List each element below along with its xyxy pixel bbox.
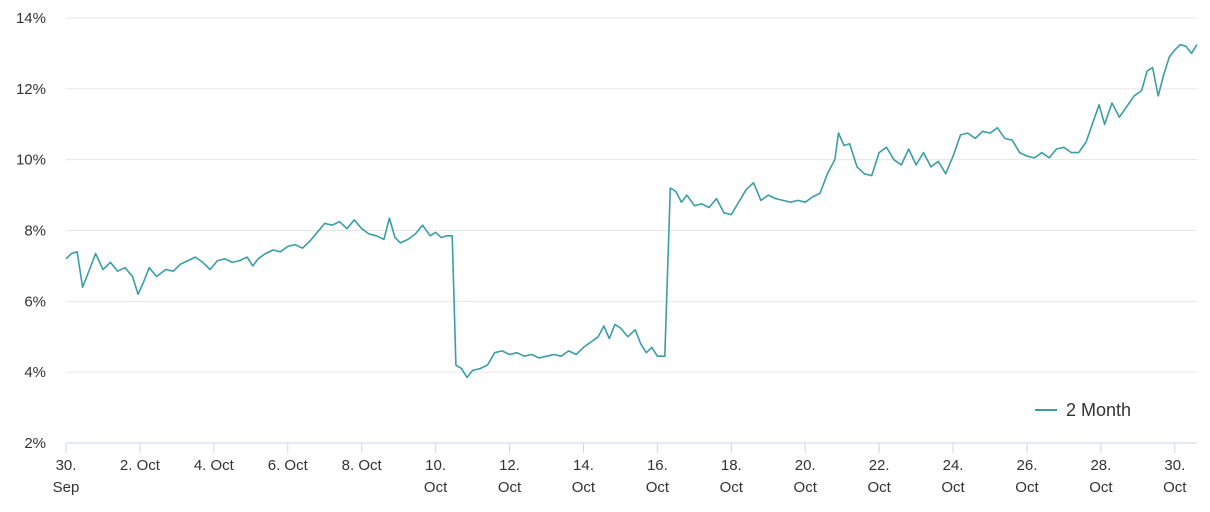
x-tick-label: 28. [1090, 457, 1111, 474]
x-tick-label: 14. [573, 457, 594, 474]
y-axis-labels: 2% 4% 6% 8% 10% 12% 14% [16, 10, 46, 452]
x-tick-label: 2. Oct [120, 457, 161, 474]
grid-lines [66, 17, 1197, 373]
x-tick-label-line2: Oct [794, 479, 818, 496]
x-tick-label-line2: Oct [572, 479, 596, 496]
x-tick-label: 6. Oct [268, 457, 309, 474]
legend-label-2-month: 2 Month [1066, 400, 1131, 420]
x-tick-label: 16. [647, 457, 668, 474]
y-tick-label: 4% [24, 364, 46, 381]
x-tick-label: 30. [1164, 457, 1185, 474]
x-tick-label: 30. [56, 457, 77, 474]
y-tick-label: 8% [24, 223, 46, 240]
x-tick-label: 22. [869, 457, 890, 474]
x-tick-label-line2: Oct [720, 479, 744, 496]
x-tick-label: 20. [795, 457, 816, 474]
x-tick-label-line2: Oct [646, 479, 670, 496]
x-tick-label: 24. [943, 457, 964, 474]
x-tick-label-line2: Sep [53, 479, 80, 496]
x-axis-labels: 30. Sep 2. Oct 4. Oct 6. Oct 8. Oct 10. Oct 12. O… [53, 457, 1188, 496]
x-tick-label: 4. Oct [194, 457, 235, 474]
y-tick-label: 2% [24, 435, 46, 452]
x-tick-label: 8. Oct [342, 457, 383, 474]
x-tick-label: 18. [721, 457, 742, 474]
series-line-2-month [65, 43, 1198, 379]
legend[interactable]: 2 Month [1035, 400, 1131, 420]
x-tick-label-line2: Oct [1089, 479, 1113, 496]
x-tick-label-line2: Oct [424, 479, 448, 496]
x-tick-label-line2: Oct [1163, 479, 1187, 496]
y-tick-label: 12% [16, 81, 46, 98]
y-tick-label: 14% [16, 10, 46, 27]
y-tick-label: 6% [24, 293, 46, 310]
x-tick-label-line2: Oct [941, 479, 965, 496]
x-tick-label-line2: Oct [867, 479, 891, 496]
x-tick-label: 12. [499, 457, 520, 474]
x-tick-label: 10. [425, 457, 446, 474]
y-tick-label: 10% [16, 152, 46, 169]
x-tick-label: 26. [1017, 457, 1038, 474]
x-axis-ticks [65, 443, 1176, 453]
x-tick-label-line2: Oct [1015, 479, 1039, 496]
x-tick-label-line2: Oct [498, 479, 522, 496]
